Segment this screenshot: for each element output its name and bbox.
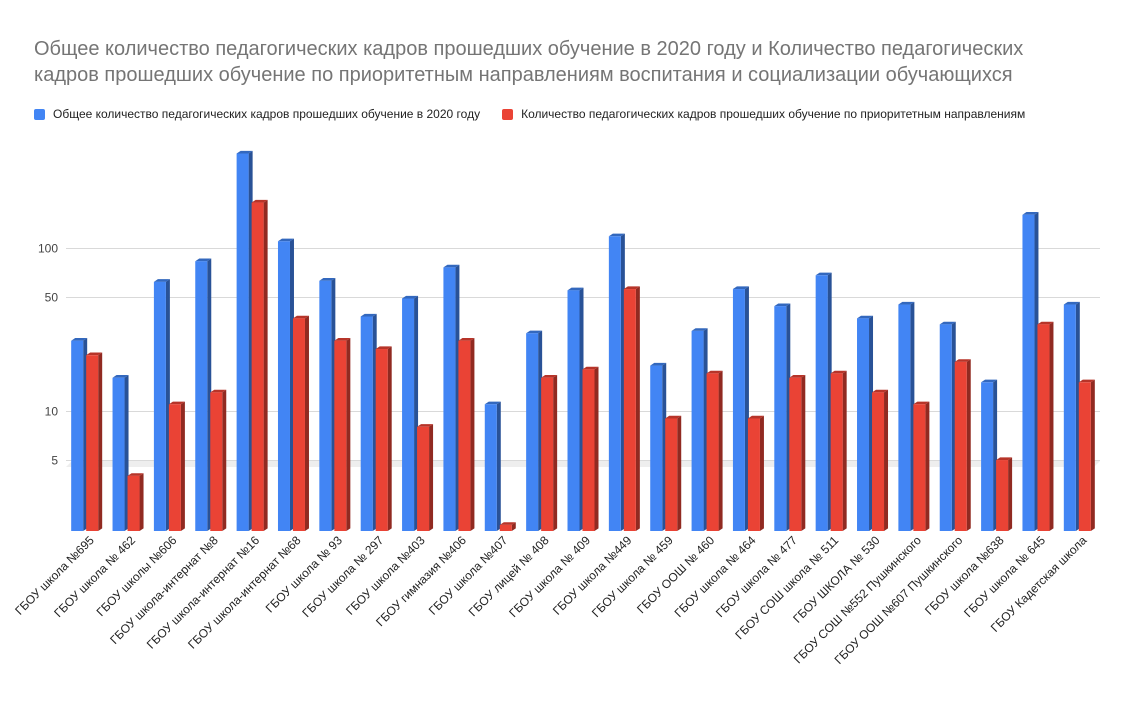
bar-priority: [541, 375, 558, 531]
bar-priority: [86, 352, 103, 531]
y-tick-label: 10: [45, 405, 59, 419]
legend-label-total: Общее количество педагогических кадров п…: [53, 107, 481, 121]
chart-title-line-2: кадров прошедших обучение по приоритетны…: [34, 64, 1013, 86]
y-tick-label: 5: [51, 454, 58, 468]
bar-priority: [872, 389, 889, 531]
x-tick-label: ГБОУ ООШ № 460: [634, 533, 717, 616]
x-tick-label: ГБОУ школа №449: [550, 533, 635, 618]
bar-total: [732, 286, 749, 531]
bar-total: [484, 401, 501, 531]
bar-total: [402, 295, 419, 531]
bar-total: [319, 278, 336, 531]
bar-total: [360, 313, 377, 531]
x-tick-label: ГБОУ школа №695: [12, 533, 97, 618]
bar-priority: [665, 415, 682, 531]
legend-item-priority: Количество педагогических кадров прошедш…: [502, 107, 1025, 121]
x-tick-label: ГБОУ школа №403: [343, 533, 428, 618]
bar-priority: [375, 346, 392, 531]
legend-swatch-total: [34, 108, 45, 120]
bar-priority: [706, 370, 723, 531]
bar-total: [526, 330, 543, 531]
bar-total: [608, 233, 625, 531]
bar-priority: [1037, 321, 1054, 531]
bar-priority: [168, 401, 185, 531]
bar-priority: [210, 389, 227, 531]
bar-total: [71, 338, 88, 531]
chart-title-line-1: Общее количество педагогических кадров п…: [34, 38, 1024, 60]
bar-total: [567, 287, 584, 531]
bar-total: [112, 375, 129, 531]
bar-priority: [1078, 379, 1095, 531]
bar-priority: [623, 286, 640, 531]
bar-total: [650, 362, 667, 531]
bar-total: [195, 258, 212, 531]
x-tick-label: ГБОУ школа №638: [922, 533, 1007, 618]
bar-total: [236, 150, 253, 531]
bar-priority: [292, 315, 309, 531]
bar-total: [1022, 212, 1039, 532]
x-tick-label: ГБОУ школа №407: [426, 533, 511, 618]
bar-total: [939, 321, 956, 531]
bar-priority: [127, 473, 144, 531]
y-tick-label: 100: [38, 242, 58, 256]
bar-priority: [582, 366, 599, 531]
bar-priority: [913, 401, 930, 531]
bar-total: [857, 315, 874, 531]
legend-swatch-priority: [502, 108, 514, 120]
bar-priority: [334, 338, 351, 531]
bar-total: [691, 328, 708, 531]
bar-total: [1063, 301, 1080, 531]
bar-total: [277, 238, 294, 532]
bar-priority: [747, 415, 764, 531]
bar-priority: [830, 370, 847, 531]
bar-priority: [499, 522, 516, 531]
chart-title: Общее количество педагогических кадров п…: [34, 36, 1114, 88]
y-tick-label: 50: [45, 291, 59, 305]
chart-legend: Общее количество педагогических кадров п…: [34, 106, 1047, 122]
bar-total: [443, 264, 460, 531]
x-tick-label: ГБОУ школа № 93: [263, 533, 345, 615]
bar-total: [981, 379, 998, 531]
bar-priority: [996, 457, 1013, 531]
bar-priority: [417, 424, 434, 531]
bar-total: [898, 301, 915, 531]
bar-priority: [251, 199, 268, 532]
bars: [71, 150, 1095, 532]
bar-total: [815, 272, 832, 531]
bar-total: [774, 303, 791, 531]
bar-priority: [458, 338, 475, 531]
bar-total: [153, 279, 170, 531]
legend-item-total: Общее количество педагогических кадров п…: [34, 107, 480, 121]
legend-label-priority: Количество педагогических кадров прошедш…: [521, 107, 1026, 121]
bar-priority: [789, 375, 806, 531]
bar-priority: [954, 359, 971, 531]
